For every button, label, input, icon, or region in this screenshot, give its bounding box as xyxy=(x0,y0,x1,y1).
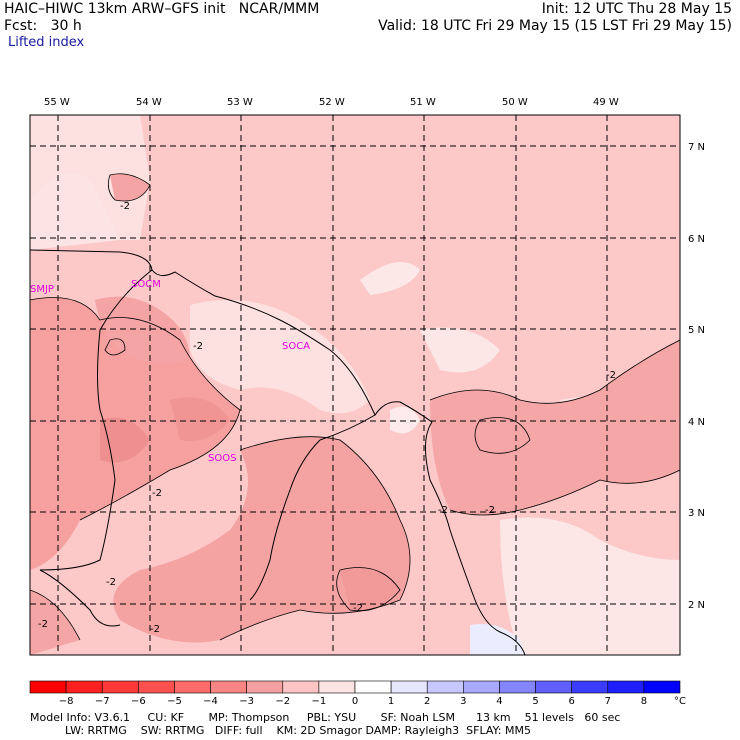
colorbar-swatch xyxy=(390,680,428,694)
lat-label: 5 N xyxy=(688,325,705,336)
colorbar-tick-label: −3 xyxy=(239,696,254,707)
lat-label: 4 N xyxy=(688,417,705,428)
colorbar-swatch xyxy=(463,680,500,694)
contour-lines xyxy=(30,173,680,641)
contour-label: -2 xyxy=(38,619,48,630)
station-soca: SOCA xyxy=(282,341,310,352)
colorbar-tick-label: −4 xyxy=(203,696,218,707)
latitude-labels: 7 N 6 N 5 N 4 N 3 N 2 N xyxy=(688,142,705,611)
model-info-line1: Model Info: V3.6.1 CU: KF MP: Thompson P… xyxy=(30,711,621,724)
colorbar-tick-label: −1 xyxy=(312,696,327,707)
map-frame xyxy=(29,114,681,656)
contour-label: -2 xyxy=(353,603,363,614)
station-soos: SOOS xyxy=(208,453,236,464)
colorbar-tick-label: 6 xyxy=(568,696,574,707)
forecast-hour: Fcst: 30 h xyxy=(4,18,82,34)
graticule xyxy=(30,115,680,655)
colorbar-swatch xyxy=(138,680,175,694)
colorbar-swatch xyxy=(101,680,139,694)
colorbar-swatch xyxy=(354,680,392,694)
colorbar-tick-label: 2 xyxy=(424,696,430,707)
colorbar-tick-label: −2 xyxy=(275,696,290,707)
contour-label: -2 xyxy=(193,341,203,352)
station-smjp: SMJP xyxy=(30,284,54,295)
lat-label: 6 N xyxy=(688,234,705,245)
lon-label: 51 W xyxy=(410,97,436,108)
colorbar-tick-label: 1 xyxy=(388,696,394,707)
lat-label: 3 N xyxy=(688,508,705,519)
colorbar-swatch xyxy=(65,680,103,694)
colorbar: −8 −7 −6 −5 −4 −3 −2 −1 0 1 2 3 4 5 6 7 8 °C xyxy=(29,680,686,707)
colorbar-swatch xyxy=(499,680,536,694)
colorbar-swatch xyxy=(246,680,284,694)
colorbar-unit: °C xyxy=(674,696,686,707)
colorbar-tick-label: 8 xyxy=(641,696,647,707)
colorbar-tick-label: 5 xyxy=(532,696,538,707)
lon-label: 53 W xyxy=(227,97,253,108)
colorbar-tick-label: −6 xyxy=(131,696,146,707)
colorbar-swatch xyxy=(210,680,247,694)
model-title: HAIC–HIWC 13km ARW–GFS init NCAR/MMM xyxy=(4,1,320,17)
contour-label: -2 xyxy=(606,370,616,381)
colorbar-swatch xyxy=(607,680,645,694)
colorbar-swatch xyxy=(571,680,609,694)
model-info-line2: LW: RRTMG SW: RRTMG DIFF: full KM: 2D Sm… xyxy=(30,724,531,737)
init-time: Init: 12 UTC Thu 28 May 15 xyxy=(541,1,732,17)
colorbar-swatch xyxy=(318,680,356,694)
lon-label: 52 W xyxy=(319,97,345,108)
lon-label: 54 W xyxy=(136,97,162,108)
contour-label: -2 xyxy=(106,577,116,588)
colorbar-swatch xyxy=(643,680,681,694)
lon-label: 49 W xyxy=(593,97,619,108)
colorbar-tick-label: 7 xyxy=(605,696,611,707)
longitude-labels: 55 W 54 W 53 W 52 W 51 W 50 W 49 W xyxy=(44,97,619,108)
contour-label: -2 xyxy=(485,505,495,516)
colorbar-tick-label: 3 xyxy=(460,696,466,707)
contour-label: -2 xyxy=(120,201,130,212)
lon-label: 50 W xyxy=(502,97,528,108)
lat-label: 2 N xyxy=(688,600,705,611)
shaded-field xyxy=(30,115,680,655)
colorbar-tick-label: −8 xyxy=(59,696,74,707)
contour-labels: -2 -2 -2 -2 -2 -2 -2 -2 -2 -2 xyxy=(38,201,616,635)
station-labels: SMJP SOCM SOCA SOOS xyxy=(30,279,310,464)
colorbar-tick-label: 0 xyxy=(352,696,358,707)
field-name: Lifted index xyxy=(8,35,85,50)
colorbar-swatch xyxy=(535,680,572,694)
coastline-borders xyxy=(30,249,526,655)
lon-label: 55 W xyxy=(44,97,70,108)
contour-label: -2 xyxy=(150,624,160,635)
contour-label: -2 xyxy=(152,488,162,499)
colorbar-swatch xyxy=(174,680,211,694)
colorbar-tick-label: 4 xyxy=(496,696,502,707)
colorbar-swatch xyxy=(426,680,464,694)
valid-time: Valid: 18 UTC Fri 29 May 15 (15 LST Fri … xyxy=(378,18,732,34)
colorbar-swatch xyxy=(282,680,320,694)
contour-label: -2 xyxy=(438,505,448,516)
colorbar-tick-label: −5 xyxy=(167,696,182,707)
lat-label: 7 N xyxy=(688,142,705,153)
colorbar-swatch xyxy=(29,680,67,694)
station-socm: SOCM xyxy=(131,279,161,290)
colorbar-tick-label: −7 xyxy=(95,696,110,707)
